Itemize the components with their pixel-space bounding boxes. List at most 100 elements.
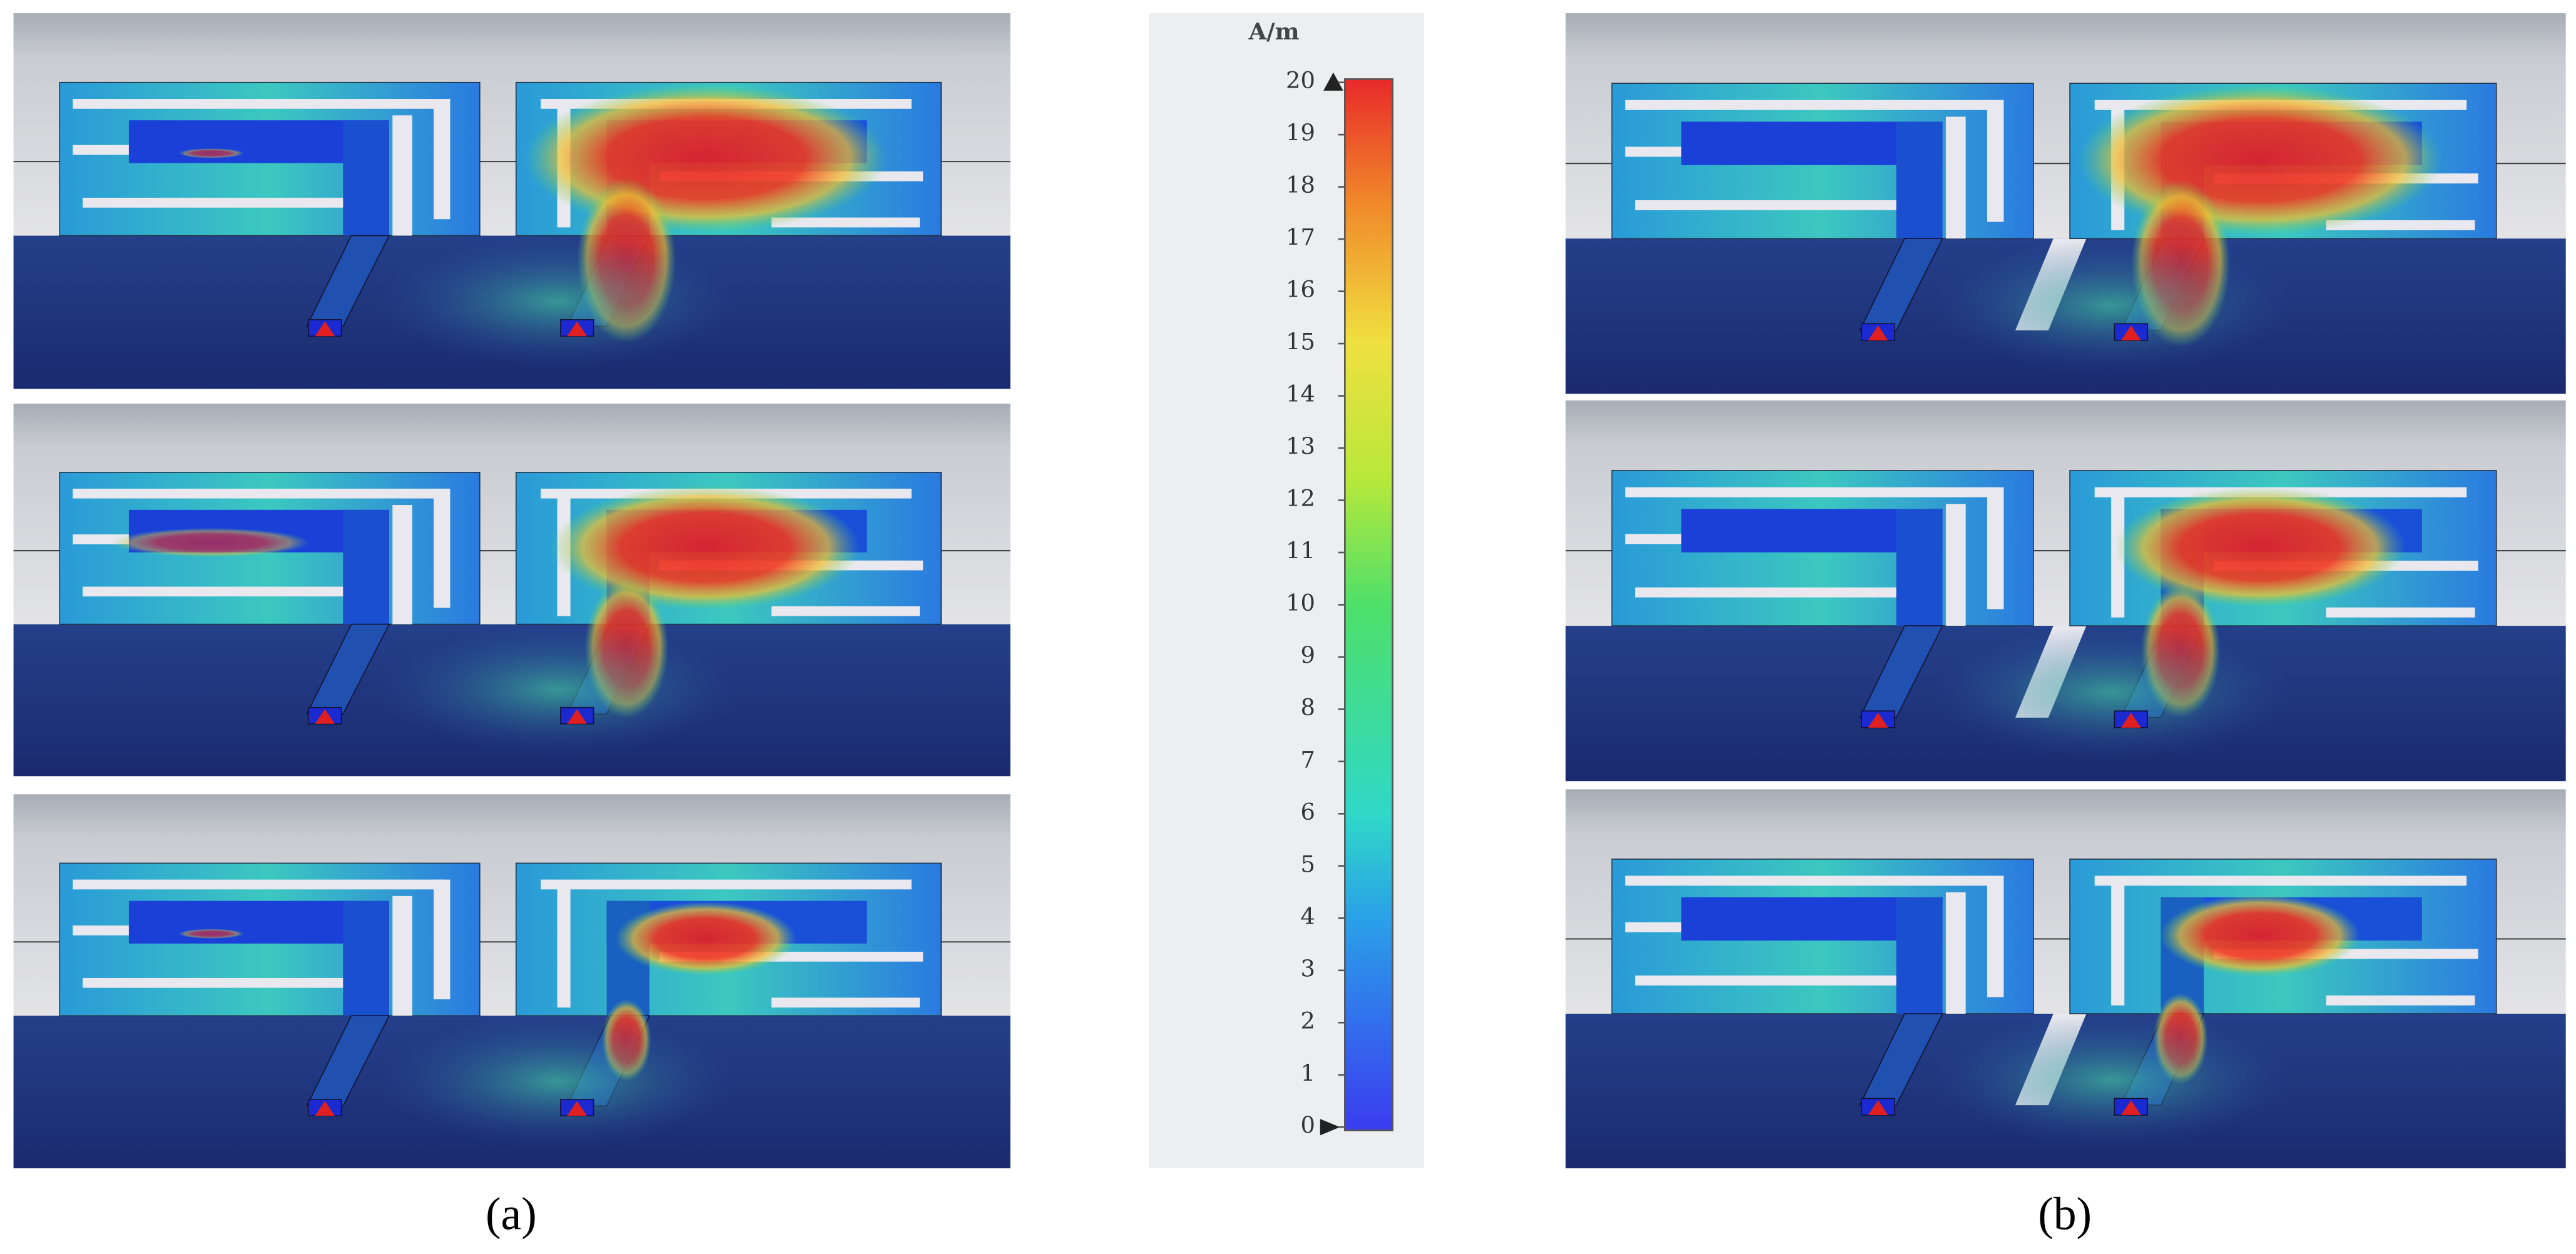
current-hotspot [614,902,797,976]
slot [1635,587,1900,598]
port-marker [1868,712,1888,728]
tick-label: 14 [1286,380,1315,407]
slot [392,895,412,1016]
port-marker [2120,1100,2141,1116]
port-marker [315,1101,335,1116]
feed-line [306,623,390,715]
tick-label: 15 [1286,329,1315,355]
slot [541,879,912,890]
slot [83,586,347,597]
tick-label: 8 [1300,694,1315,721]
patch [1896,897,1943,1014]
slot [771,606,920,616]
slot [2326,995,2475,1006]
field-glow [375,1016,739,1147]
tick-label: 18 [1286,171,1315,198]
port-marker [1868,325,1888,341]
tick-label: 7 [1300,746,1315,773]
tick-label: 5 [1300,850,1315,877]
current-hotspot [524,84,887,233]
current-hotspot [178,929,245,939]
slot [2326,607,2475,618]
tick-label: 1 [1300,1059,1315,1086]
port-marker [567,321,587,337]
feed-line [306,235,390,327]
patch [343,900,389,1016]
slot [771,217,920,228]
feed-line [306,1015,390,1107]
colorbar-min-marker [1320,1119,1340,1136]
tick-label: 17 [1286,224,1315,251]
slot [1945,892,1966,1014]
simulation-panel [1565,13,2566,394]
simulation-panel [1565,789,2566,1169]
port-marker [2120,325,2141,341]
port-marker [567,709,587,724]
field-glow [1929,1014,2293,1147]
patch [343,509,389,624]
port-marker [567,1101,587,1116]
current-hotspot [2114,487,2406,608]
slot [83,198,347,208]
slot [1945,504,1966,626]
port-marker [315,321,335,337]
slot [73,925,139,935]
patch [343,120,389,236]
simulation-panel [1565,400,2566,782]
slot [434,488,451,608]
slot [1635,200,1900,210]
slot [1625,534,1692,544]
slot [2111,880,2125,1006]
slot [1987,487,2004,609]
slot [1625,875,1997,886]
tick-label: 13 [1286,433,1315,460]
tick-label: 3 [1300,955,1315,982]
slot [1987,99,2004,222]
field-glow [375,235,739,368]
feed-line [1859,1013,1943,1106]
slot [557,884,571,1008]
current-hotspot [112,528,310,558]
slot [2326,220,2475,230]
slot [434,99,451,220]
current-hotspot [551,485,860,610]
slot [73,99,444,109]
patch [1896,509,1943,626]
feed-line [1859,625,1943,718]
slot [1625,922,1692,932]
slot [73,145,139,155]
tick-label: 6 [1300,798,1315,825]
colorbar-unit: A/m [1248,18,1300,45]
slot [83,977,347,988]
tick-label: 10 [1286,589,1315,616]
field-glow [375,624,739,755]
field-glow [1929,238,2293,372]
current-hotspot [2160,894,2360,977]
tick-label: 4 [1300,903,1315,930]
simulation-panel [13,404,1011,777]
port-marker [1868,1100,1888,1116]
current-hotspot [2078,84,2442,235]
slot [392,115,412,236]
current-hotspot [178,148,245,158]
field-glow [1929,626,2293,760]
slot [1625,99,1997,110]
tick-label: 16 [1286,276,1315,303]
slot [73,488,444,499]
tick-label: 9 [1300,641,1315,668]
tick-label: 12 [1286,485,1315,512]
panel-label: (a) [486,1188,537,1239]
slot [771,997,920,1008]
slot [392,505,412,624]
slot [1625,146,1692,157]
simulation-panel [13,13,1011,389]
tick-label: 20 [1286,67,1315,94]
tick-label: 11 [1286,537,1315,564]
colorbar-max-marker [1323,72,1343,91]
slot [1945,116,1966,239]
slot [1625,487,1997,497]
patch [1896,121,1943,239]
slot [1987,875,2004,997]
